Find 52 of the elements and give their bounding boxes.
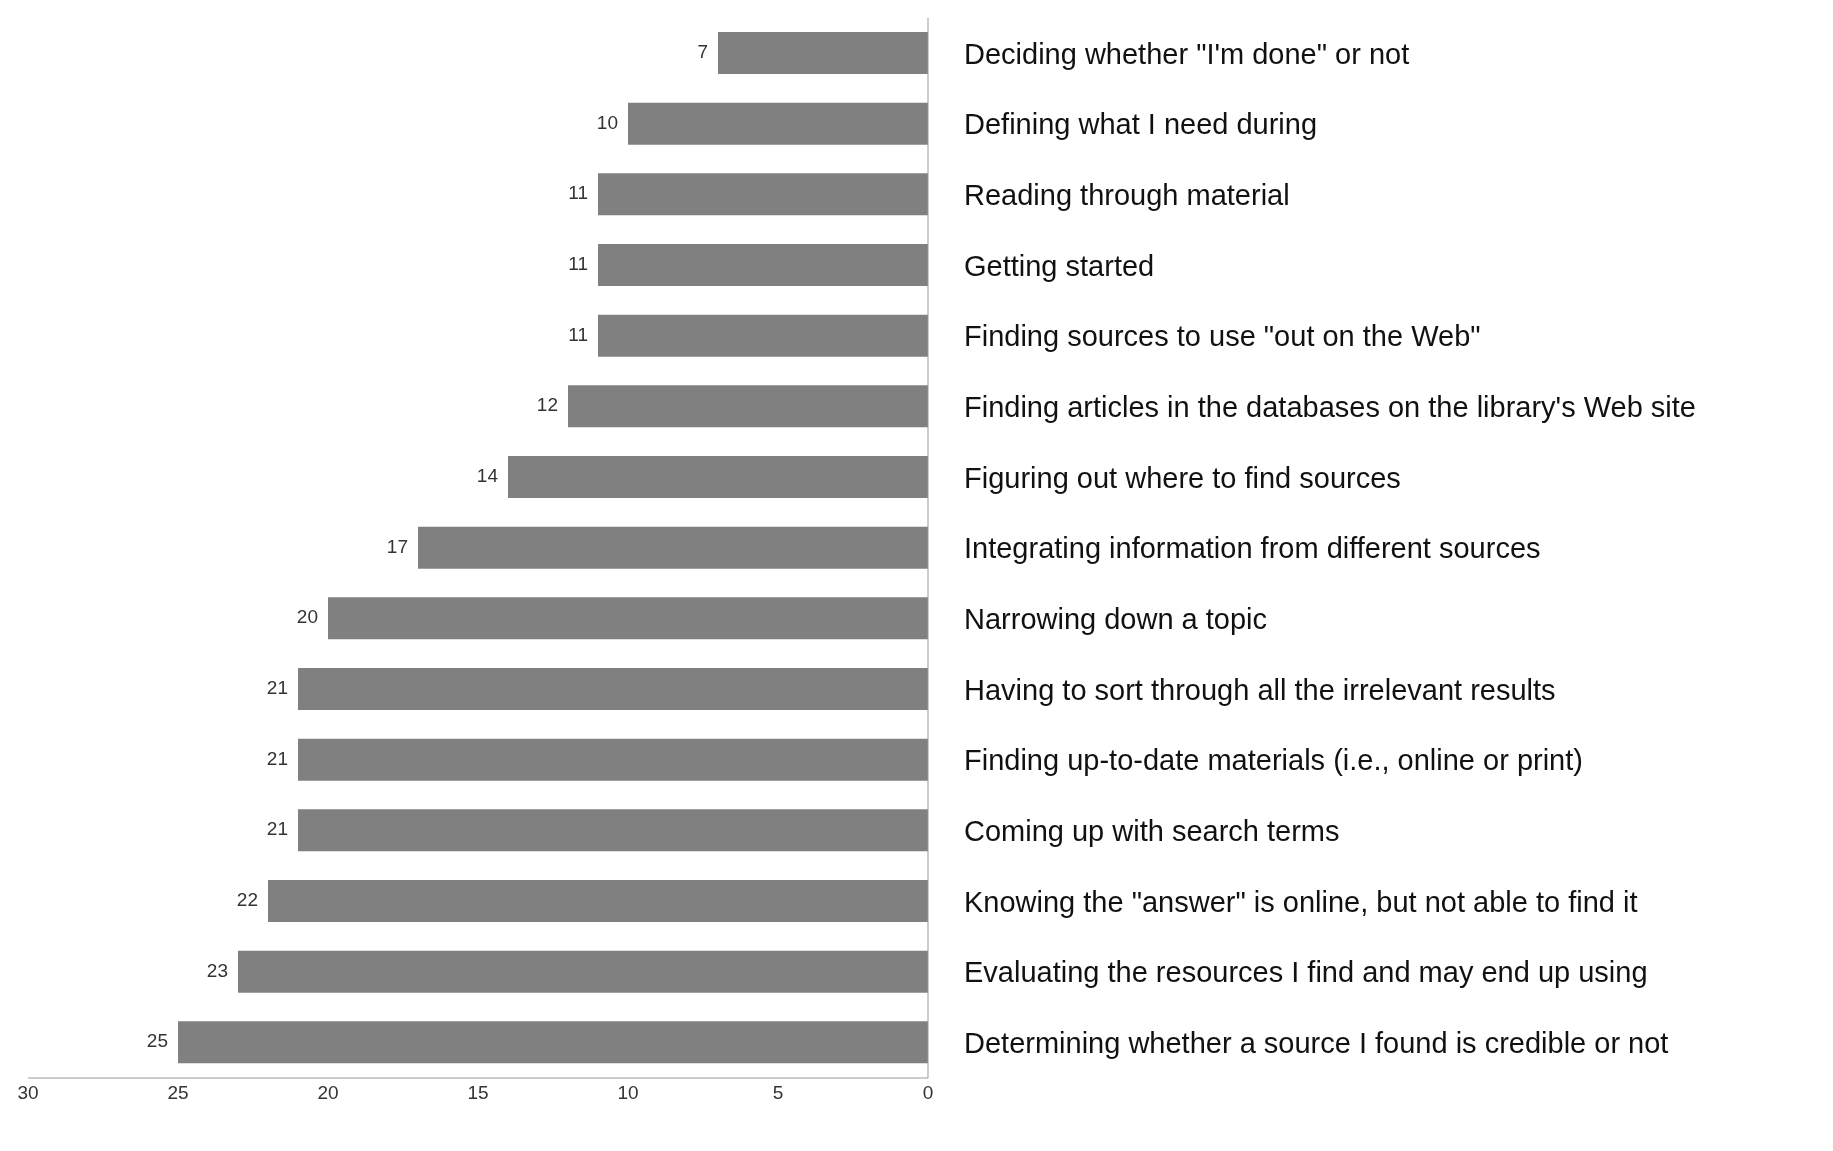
bar	[598, 173, 928, 216]
y-tick-label: Finding articles in the databases on the library's Web site	[964, 390, 1696, 423]
bar	[718, 32, 928, 74]
y-tick-label: Finding sources to use "out on the Web"	[964, 320, 1481, 353]
data-label: 14	[476, 465, 499, 487]
y-tick-label: Having to sort through all the irrelevant results	[964, 673, 1556, 706]
bar	[508, 456, 928, 498]
bar	[268, 880, 928, 922]
x-tick-label: 10	[617, 1082, 639, 1104]
x-tick-label: 0	[922, 1082, 934, 1104]
x-tick-label: 15	[467, 1082, 489, 1104]
data-label: 21	[266, 818, 288, 840]
data-label: 11	[568, 182, 588, 204]
bar	[238, 950, 928, 993]
bar	[598, 244, 928, 286]
y-tick-label: Coming up with search terms	[964, 814, 1340, 847]
data-label: 21	[266, 747, 288, 769]
data-label: 12	[536, 394, 558, 416]
x-tick-label: 5	[772, 1082, 784, 1104]
y-tick-label: Defining what I need during	[964, 108, 1318, 141]
bar	[568, 385, 928, 428]
bar	[298, 738, 928, 781]
x-tick-label: 20	[317, 1082, 339, 1104]
data-label: 11	[568, 253, 588, 275]
x-tick-label: 30	[17, 1082, 39, 1104]
data-label: 23	[206, 959, 228, 981]
data-label: 21	[266, 677, 288, 699]
data-label: 10	[596, 111, 618, 133]
y-tick-label: Narrowing down a topic	[964, 602, 1268, 635]
data-label: 7	[697, 41, 708, 63]
data-label: 17	[386, 535, 408, 557]
data-label: 25	[146, 1030, 168, 1052]
bar	[418, 526, 928, 569]
bar	[598, 314, 928, 357]
bar	[328, 597, 928, 640]
y-tick-label: Deciding whether "I'm done" or not	[964, 37, 1410, 70]
y-tick-label: Determining whether a source I found is credible or not	[964, 1026, 1669, 1059]
y-tick-label: Getting started	[964, 249, 1155, 282]
data-label: 22	[236, 889, 258, 911]
y-tick-label: Figuring out where to find sources	[964, 461, 1401, 494]
bar	[178, 1021, 928, 1064]
bar	[628, 102, 928, 145]
x-tick-label: 25	[167, 1082, 189, 1104]
bar	[298, 809, 928, 852]
y-tick-label: Finding up-to-date materials (i.e., online or print)	[964, 744, 1583, 777]
y-tick-label: Reading through material	[964, 178, 1290, 211]
data-label: 20	[296, 606, 318, 628]
y-tick-label: Knowing the "answer" is online, but not able to find it	[964, 885, 1638, 918]
y-tick-label: Integrating information from different sources	[964, 532, 1541, 565]
bar	[298, 668, 928, 710]
data-label: 11	[568, 323, 588, 345]
y-tick-label: Evaluating the resources I find and may end up using	[964, 956, 1648, 989]
